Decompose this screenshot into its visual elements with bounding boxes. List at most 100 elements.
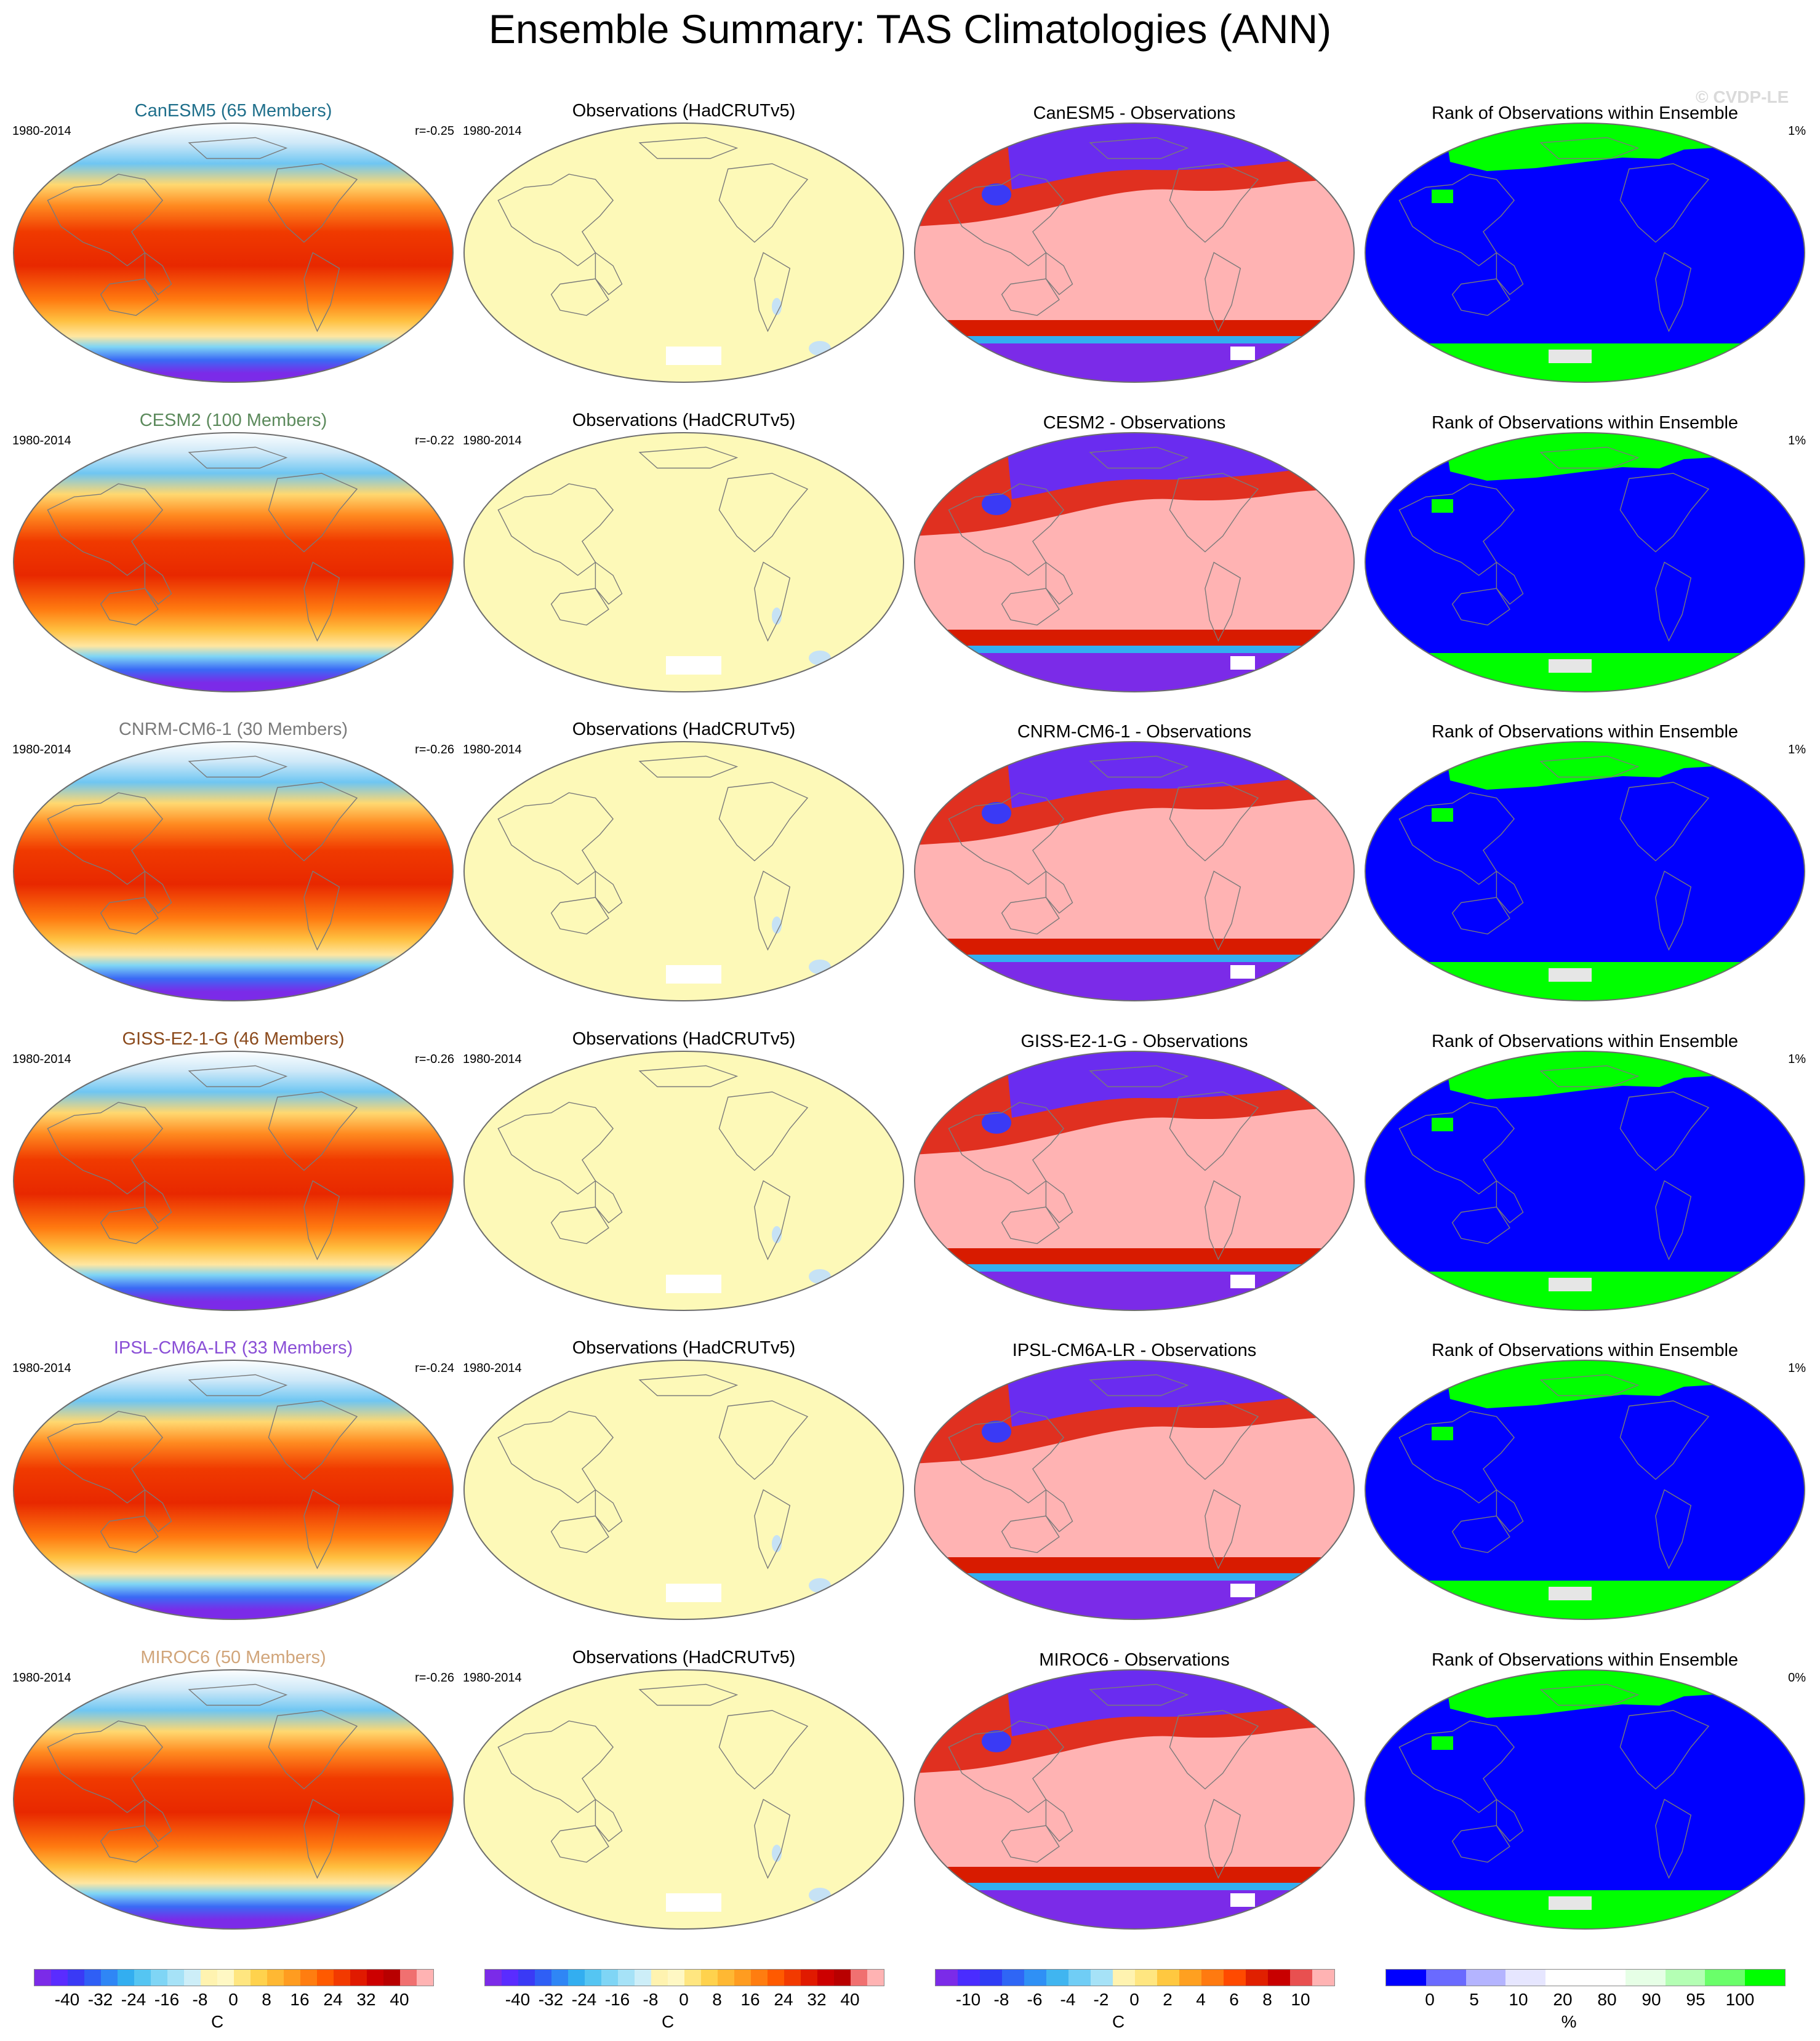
obs-map-3: [463, 741, 904, 1001]
obs-map-6: [463, 1669, 904, 1930]
colorbar-tick-label: -4: [1060, 1990, 1076, 2009]
model-map-6: [13, 1669, 454, 1930]
colorbar-unit-label: %: [1561, 2012, 1577, 2031]
colorbar-swatch: [151, 1970, 167, 1986]
colorbar-swatch: [68, 1970, 84, 1986]
period-label: 1980-2014: [463, 1670, 522, 1685]
colorbar-swatch: [234, 1970, 251, 1986]
colorbar-tick-label: 8: [1262, 1990, 1272, 2009]
period-label: 1980-2014: [12, 1361, 71, 1375]
diff-panel-title: CESM2 - Observations: [1043, 412, 1226, 433]
colorbar-swatch: [1290, 1970, 1312, 1986]
colorbar-2: [484, 1969, 884, 1986]
colorbar-swatch: [1505, 1970, 1546, 1986]
rank-percent-label: 0%: [1788, 1670, 1806, 1685]
colorbar-swatch: [367, 1970, 383, 1986]
rank-map-2: [1365, 431, 1805, 692]
colorbar-swatch: [167, 1970, 184, 1986]
colorbar-swatch: [936, 1970, 958, 1986]
period-label: 1980-2014: [12, 124, 71, 138]
colorbar-4: [1385, 1969, 1786, 1986]
colorbar-tick-label: -2: [1093, 1990, 1109, 2009]
period-label: 1980-2014: [12, 743, 71, 756]
colorbar-swatch: [701, 1970, 718, 1986]
model-map-2: [13, 431, 454, 692]
diff-panel-title: GISS-E2-1-G - Observations: [1020, 1031, 1248, 1051]
rank-map-4: [1365, 1050, 1805, 1311]
colorbar-swatch: [1386, 1970, 1426, 1986]
model-panel-title: CESM2 (100 Members): [139, 410, 327, 430]
colorbar-tick-label: 6: [1229, 1990, 1239, 2009]
colorbar-tick-label: 16: [740, 1990, 760, 2009]
colorbar-tick-label: -10: [955, 1990, 981, 2009]
colorbar-swatch: [1135, 1970, 1157, 1986]
correlation-label: r=-0.24: [415, 1361, 454, 1375]
rank-panel-title: Rank of Observations within Ensemble: [1431, 1341, 1739, 1360]
period-label: 1980-2014: [12, 1670, 71, 1685]
colorbar-tick-label: 0: [679, 1990, 689, 2009]
colorbar-swatch: [1425, 1970, 1466, 1986]
watermark-text: © CVDP-LE: [1696, 87, 1789, 106]
obs-panel-title: Observations (HadCRUTv5): [572, 1338, 796, 1358]
model-panel-title: MIROC6 (50 Members): [140, 1647, 326, 1667]
colorbar-swatch: [535, 1970, 551, 1986]
colorbar-tick-label: -24: [121, 1990, 146, 2009]
colorbar-swatch: [284, 1970, 300, 1986]
colorbar-swatch: [502, 1970, 518, 1986]
colorbar-swatch: [34, 1970, 51, 1986]
correlation-label: r=-0.26: [415, 1670, 454, 1685]
colorbar-swatch: [1745, 1970, 1785, 1986]
colorbar-swatch: [1157, 1970, 1179, 1986]
colorbar-tick-label: 0: [1129, 1990, 1139, 2009]
colorbar-tick-label: 95: [1686, 1990, 1706, 2009]
colorbar-tick-label: 32: [807, 1990, 827, 2009]
colorbar-swatch: [1002, 1970, 1024, 1986]
colorbar-swatch: [317, 1970, 334, 1986]
colorbar-swatch: [601, 1970, 618, 1986]
diff-map-5: [914, 1360, 1355, 1620]
rank-percent-label: 1%: [1788, 124, 1806, 138]
colorbar-tick-label: 24: [774, 1990, 793, 2009]
colorbar-swatch: [217, 1970, 234, 1986]
colorbar-tick-label: 10: [1509, 1990, 1528, 2009]
colorbar-swatch: [1068, 1970, 1091, 1986]
diff-panel-title: CanESM5 - Observations: [1033, 103, 1236, 123]
period-label: 1980-2014: [463, 433, 522, 447]
colorbar-swatch: [334, 1970, 350, 1986]
rank-map-3: [1365, 741, 1805, 1001]
model-map-3: [13, 741, 454, 1001]
model-panel-title: CanESM5 (65 Members): [134, 101, 332, 121]
period-label: 1980-2014: [463, 1052, 522, 1066]
colorbar-swatch: [958, 1970, 980, 1986]
colorbar-swatch: [1179, 1970, 1201, 1986]
colorbar-swatch: [1024, 1970, 1046, 1986]
colorbar-swatch: [851, 1970, 867, 1986]
colorbar-tick-label: -8: [192, 1990, 208, 2009]
diff-panel-title: CNRM-CM6-1 - Observations: [1017, 722, 1252, 742]
colorbar-swatch: [784, 1970, 801, 1986]
rank-map-1: [1365, 122, 1805, 383]
obs-map-2: [463, 431, 904, 692]
colorbar-swatch: [400, 1970, 417, 1986]
colorbar-swatch: [751, 1970, 768, 1986]
colorbar-tick-label: 5: [1469, 1990, 1479, 2009]
obs-panel-title: Observations (HadCRUTv5): [572, 720, 796, 739]
colorbar-swatch: [51, 1970, 68, 1986]
colorbar-unit-label: C: [661, 2012, 675, 2031]
rank-panel-title: Rank of Observations within Ensemble: [1431, 412, 1739, 433]
colorbar-swatch: [267, 1970, 284, 1986]
model-map-4: [13, 1050, 454, 1311]
colorbar-swatch: [635, 1970, 651, 1986]
colorbar-swatch: [668, 1970, 684, 1986]
diff-map-6: [914, 1669, 1355, 1930]
obs-map-5: [463, 1360, 904, 1620]
colorbar-swatch: [1201, 1970, 1224, 1986]
colorbar-tick-label: -40: [505, 1990, 531, 2009]
period-label: 1980-2014: [463, 124, 522, 138]
page-title: Ensemble Summary: TAS Climatologies (ANN…: [488, 6, 1332, 52]
correlation-label: r=-0.26: [415, 743, 454, 756]
model-panel-title: GISS-E2-1-G (46 Members): [122, 1029, 345, 1049]
colorbar-swatch: [350, 1970, 367, 1986]
colorbar-swatch: [1585, 1970, 1626, 1986]
colorbar-tick-label: -8: [993, 1990, 1009, 2009]
